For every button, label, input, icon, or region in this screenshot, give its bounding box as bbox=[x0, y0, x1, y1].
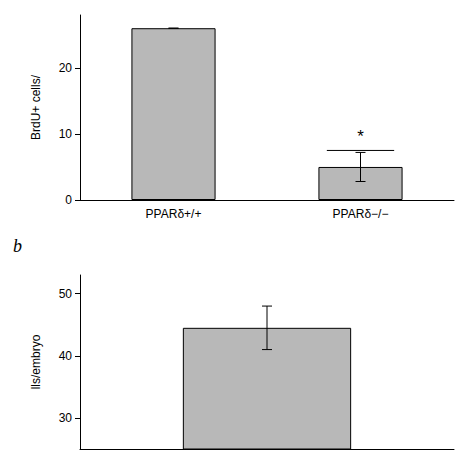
svg-text:20: 20 bbox=[59, 61, 73, 75]
svg-text:50: 50 bbox=[59, 287, 73, 301]
svg-text:40: 40 bbox=[59, 349, 73, 363]
svg-text:BrdU+ cells/: BrdU+ cells/ bbox=[29, 74, 43, 140]
svg-text:PPARδ−/−: PPARδ−/− bbox=[333, 207, 389, 221]
svg-text:PPARδ+/+: PPARδ+/+ bbox=[146, 207, 202, 221]
svg-text:lls/embryo: lls/embryo bbox=[29, 334, 43, 389]
svg-text:10: 10 bbox=[59, 127, 73, 141]
svg-text:30: 30 bbox=[59, 411, 73, 425]
svg-text:*: * bbox=[357, 127, 364, 146]
svg-text:b: b bbox=[13, 236, 22, 256]
svg-text:0: 0 bbox=[65, 193, 72, 207]
